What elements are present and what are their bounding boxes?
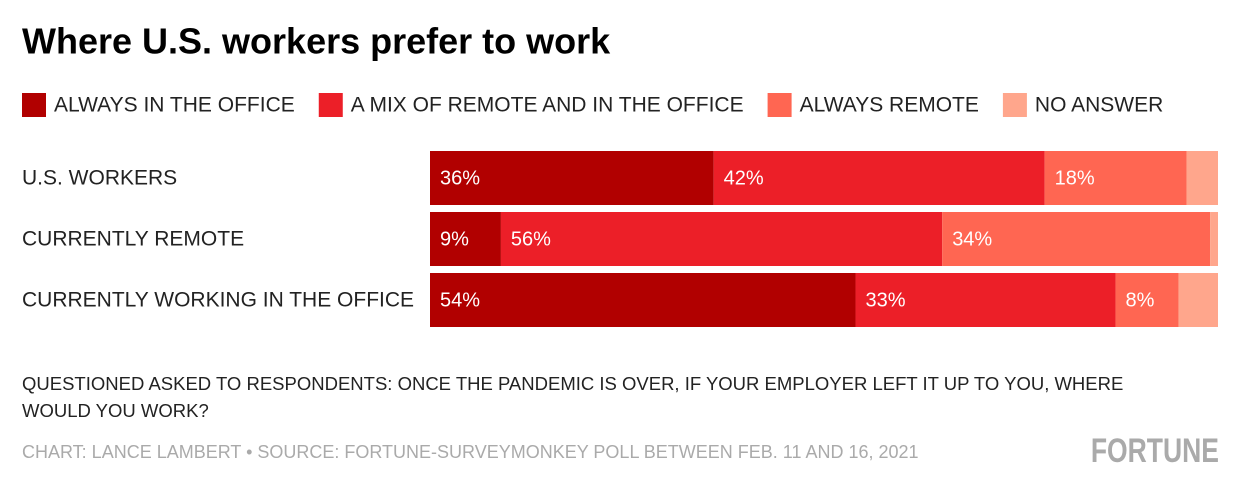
legend-swatch [767, 93, 792, 117]
source: CHART: LANCE LAMBERT • SOURCE: FORTUNE-S… [22, 442, 919, 462]
legend-label: ALWAYS IN THE OFFICE [54, 94, 295, 117]
bar-segment [430, 273, 856, 327]
bar-segment [430, 212, 501, 266]
legend-swatch [318, 93, 343, 117]
value-label: 56% [511, 228, 551, 250]
bar-segment [713, 151, 1045, 205]
bar-segment [855, 273, 1116, 327]
note: QUESTIONED ASKED TO RESPONDENTS: ONCE TH… [22, 373, 1124, 421]
bar-segment [1044, 151, 1187, 205]
bar-segment [1115, 273, 1179, 327]
legend-swatch [22, 93, 46, 117]
legend-swatch [1002, 93, 1027, 117]
value-label: 9% [440, 228, 469, 250]
bar-segment [1178, 273, 1218, 327]
value-label: 42% [724, 167, 764, 189]
bar-segment [942, 212, 1211, 266]
bar-segment [430, 151, 714, 205]
value-label: 18% [1055, 167, 1095, 189]
value-label: 36% [440, 167, 480, 189]
bar-segment [500, 212, 943, 266]
bar-segment [1210, 212, 1218, 266]
value-label: 34% [952, 228, 992, 250]
value-label: 8% [1126, 289, 1155, 311]
logo: FORTUNE [1091, 432, 1219, 470]
category-label: CURRENTLY REMOTE [22, 228, 244, 251]
legend-label: NO ANSWER [1035, 94, 1163, 117]
chart-title: Where U.S. workers prefer to work [22, 21, 611, 62]
legend-label: ALWAYS REMOTE [800, 94, 979, 117]
bar-segment [1186, 151, 1218, 205]
value-label: 33% [866, 289, 906, 311]
category-label: U.S. WORKERS [22, 167, 177, 190]
legend-label: A MIX OF REMOTE AND IN THE OFFICE [351, 94, 744, 117]
value-label: 54% [440, 289, 480, 311]
category-label: CURRENTLY WORKING IN THE OFFICE [22, 289, 414, 312]
